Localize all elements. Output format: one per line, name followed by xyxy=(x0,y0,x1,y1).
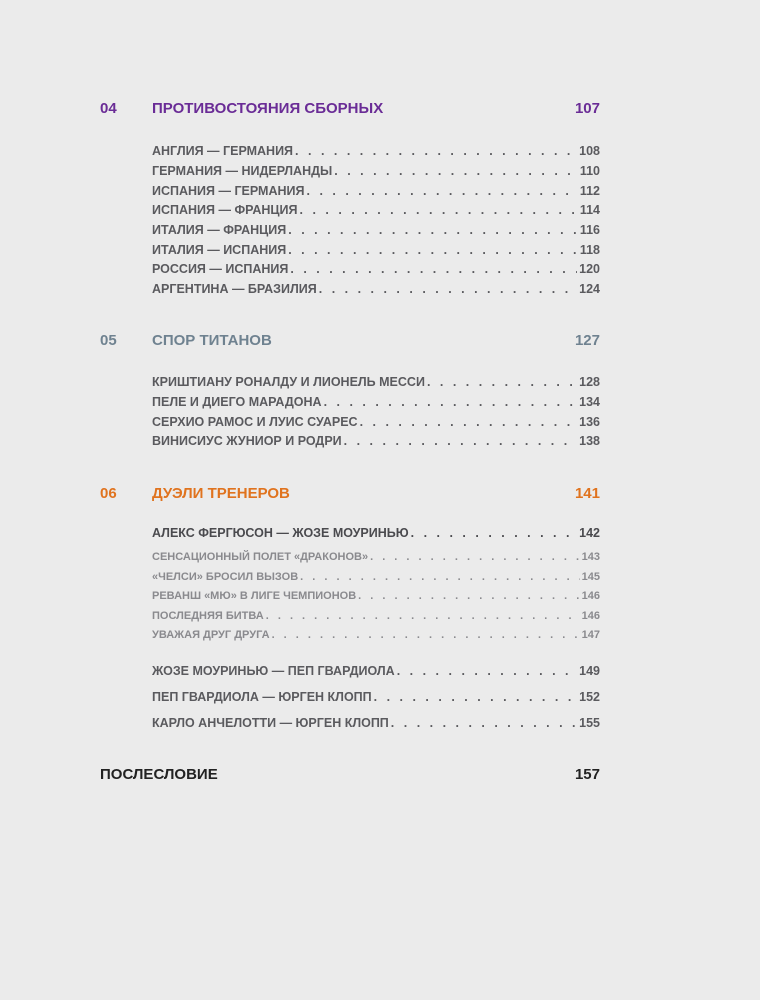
toc-entry[interactable]: ВИНИСИУС ЖУНИОР И РОДРИ 138 xyxy=(152,434,600,448)
entry-title: ИСПАНИЯ — ФРАНЦИЯ xyxy=(152,203,298,217)
section-header-05[interactable]: 05 СПОР ТИТАНОВ 127 xyxy=(100,332,600,349)
toc-entry[interactable]: КАРЛО АНЧЕЛОТТИ — ЮРГЕН КЛОПП 155 xyxy=(152,716,600,730)
entry-page: 120 xyxy=(579,262,600,276)
toc-entry[interactable]: КРИШТИАНУ РОНАЛДУ И ЛИОНЕЛЬ МЕССИ 128 xyxy=(152,375,600,389)
entry-page: 124 xyxy=(579,282,600,296)
section-title: ДУЭЛИ ТРЕНЕРОВ xyxy=(152,485,290,502)
dot-leader xyxy=(300,571,579,583)
dot-leader xyxy=(272,629,580,641)
section-number: 04 xyxy=(100,100,117,117)
dot-leader xyxy=(370,551,580,563)
entry-title: РЕВАНШ «МЮ» В ЛИГЕ ЧЕМПИОНОВ xyxy=(152,590,357,602)
dot-leader xyxy=(358,590,579,602)
entry-title: РОССИЯ — ИСПАНИЯ xyxy=(152,262,289,276)
entry-page: 147 xyxy=(581,629,600,641)
entry-title: СЕРХИО РАМОС И ЛУИС СУАРЕС xyxy=(152,415,358,429)
entry-page: 145 xyxy=(581,571,600,583)
toc-subentry[interactable]: ПОСЛЕДНЯЯ БИТВА 146 xyxy=(152,610,600,622)
entry-title: «ЧЕЛСИ» БРОСИЛ ВЫЗОВ xyxy=(152,571,299,583)
toc-entry[interactable]: ЖОЗЕ МОУРИНЬЮ — ПЕП ГВАРДИОЛА 149 xyxy=(152,664,600,678)
toc-entry[interactable]: ИСПАНИЯ — ГЕРМАНИЯ 112 xyxy=(152,184,600,198)
dot-leader xyxy=(266,610,580,622)
dot-leader xyxy=(290,262,577,276)
entry-title: ВИНИСИУС ЖУНИОР И РОДРИ xyxy=(152,434,342,448)
toc-entry[interactable]: АНГЛИЯ — ГЕРМАНИЯ 108 xyxy=(152,144,600,158)
toc-entry[interactable]: ИСПАНИЯ — ФРАНЦИЯ 114 xyxy=(152,203,600,217)
toc-entry[interactable]: ПЕП ГВАРДИОЛА — ЮРГЕН КЛОПП 152 xyxy=(152,690,600,704)
entry-title: КАРЛО АНЧЕЛОТТИ — ЮРГЕН КЛОПП xyxy=(152,716,389,730)
entry-page: 118 xyxy=(579,243,600,257)
entry-title: ИТАЛИЯ — ИСПАНИЯ xyxy=(152,243,287,257)
entry-title: ИСПАНИЯ — ГЕРМАНИЯ xyxy=(152,184,305,198)
toc-entry[interactable]: АРГЕНТИНА — БРАЗИЛИЯ 124 xyxy=(152,282,600,296)
section-number: 06 xyxy=(100,485,117,502)
section-title: СПОР ТИТАНОВ xyxy=(152,332,272,349)
entry-page: 110 xyxy=(579,164,600,178)
entry-page: 146 xyxy=(581,610,600,622)
dot-leader xyxy=(391,716,577,730)
entry-title: ГЕРМАНИЯ — НИДЕРЛАНДЫ xyxy=(152,164,333,178)
entry-title: АЛЕКС ФЕРГЮСОН — ЖОЗЕ МОУРИНЬЮ xyxy=(152,526,409,540)
toc-entry[interactable]: ПЕЛЕ И ДИЕГО МАРАДОНА 134 xyxy=(152,395,600,409)
dot-leader xyxy=(319,282,577,296)
section-page: 127 xyxy=(574,332,600,349)
entry-title: ЖОЗЕ МОУРИНЬЮ — ПЕП ГВАРДИОЛА xyxy=(152,664,395,678)
entry-title: УВАЖАЯ ДРУГ ДРУГА xyxy=(152,629,270,641)
entry-page: 114 xyxy=(579,203,600,217)
entry-title: СЕНСАЦИОННЫЙ ПОЛЕТ «ДРАКОНОВ» xyxy=(152,551,369,563)
entry-page: 143 xyxy=(581,551,600,563)
entry-page: 142 xyxy=(579,526,600,540)
dot-leader xyxy=(324,395,578,409)
entry-page: 112 xyxy=(579,184,600,198)
toc-entry[interactable]: ГЕРМАНИЯ — НИДЕРЛАНДЫ 110 xyxy=(152,164,600,178)
entry-title: ИТАЛИЯ — ФРАНЦИЯ xyxy=(152,223,287,237)
entry-title: АРГЕНТИНА — БРАЗИЛИЯ xyxy=(152,282,317,296)
entry-page: 138 xyxy=(579,434,600,448)
entry-title: ПЕЛЕ И ДИЕГО МАРАДОНА xyxy=(152,395,322,409)
dot-leader xyxy=(411,526,578,540)
entry-page: 152 xyxy=(579,690,600,704)
entry-title: ПЕП ГВАРДИОЛА — ЮРГЕН КЛОПП xyxy=(152,690,372,704)
dot-leader xyxy=(300,203,578,217)
entry-title: КРИШТИАНУ РОНАЛДУ И ЛИОНЕЛЬ МЕССИ xyxy=(152,375,425,389)
afterword-title: ПОСЛЕСЛОВИЕ xyxy=(100,766,218,783)
toc-entry[interactable]: РОССИЯ — ИСПАНИЯ 120 xyxy=(152,262,600,276)
toc-entry[interactable]: ИТАЛИЯ — ИСПАНИЯ 118 xyxy=(152,243,600,257)
section-header-04[interactable]: 04 ПРОТИВОСТОЯНИЯ СБОРНЫХ 107 xyxy=(100,100,600,117)
entry-page: 155 xyxy=(579,716,600,730)
dot-leader xyxy=(427,375,577,389)
toc-subentry[interactable]: СЕНСАЦИОННЫЙ ПОЛЕТ «ДРАКОНОВ» 143 xyxy=(152,551,600,563)
entry-title: АНГЛИЯ — ГЕРМАНИЯ xyxy=(152,144,294,158)
dot-leader xyxy=(295,144,577,158)
toc-entry[interactable]: СЕРХИО РАМОС И ЛУИС СУАРЕС 136 xyxy=(152,415,600,429)
dot-leader xyxy=(307,184,578,198)
toc-subentry[interactable]: УВАЖАЯ ДРУГ ДРУГА 147 xyxy=(152,629,600,641)
entry-page: 136 xyxy=(579,415,600,429)
entry-page: 146 xyxy=(581,590,600,602)
entry-page: 134 xyxy=(579,395,600,409)
dot-leader xyxy=(374,690,578,704)
section-page: 141 xyxy=(574,485,600,502)
entry-page: 149 xyxy=(579,664,600,678)
toc-entry[interactable]: АЛЕКС ФЕРГЮСОН — ЖОЗЕ МОУРИНЬЮ 142 xyxy=(152,526,600,540)
dot-leader xyxy=(288,243,578,257)
section-header-06[interactable]: 06 ДУЭЛИ ТРЕНЕРОВ 141 xyxy=(100,485,600,502)
dot-leader xyxy=(397,664,577,678)
dot-leader xyxy=(360,415,578,429)
toc-subentry[interactable]: РЕВАНШ «МЮ» В ЛИГЕ ЧЕМПИОНОВ 146 xyxy=(152,590,600,602)
entry-title: ПОСЛЕДНЯЯ БИТВА xyxy=(152,610,264,622)
section-page: 107 xyxy=(574,100,600,117)
section-number: 05 xyxy=(100,332,117,349)
dot-leader xyxy=(344,434,577,448)
dot-leader xyxy=(288,223,578,237)
entry-page: 128 xyxy=(579,375,600,389)
dot-leader xyxy=(334,164,578,178)
toc-entry[interactable]: ИТАЛИЯ — ФРАНЦИЯ 116 xyxy=(152,223,600,237)
entry-page: 108 xyxy=(579,144,600,158)
entry-page: 116 xyxy=(579,223,600,237)
afterword-page: 157 xyxy=(574,766,600,783)
toc-subentry[interactable]: «ЧЕЛСИ» БРОСИЛ ВЫЗОВ 145 xyxy=(152,571,600,583)
afterword-entry[interactable]: ПОСЛЕСЛОВИЕ 157 xyxy=(100,766,600,783)
section-title: ПРОТИВОСТОЯНИЯ СБОРНЫХ xyxy=(152,100,384,117)
